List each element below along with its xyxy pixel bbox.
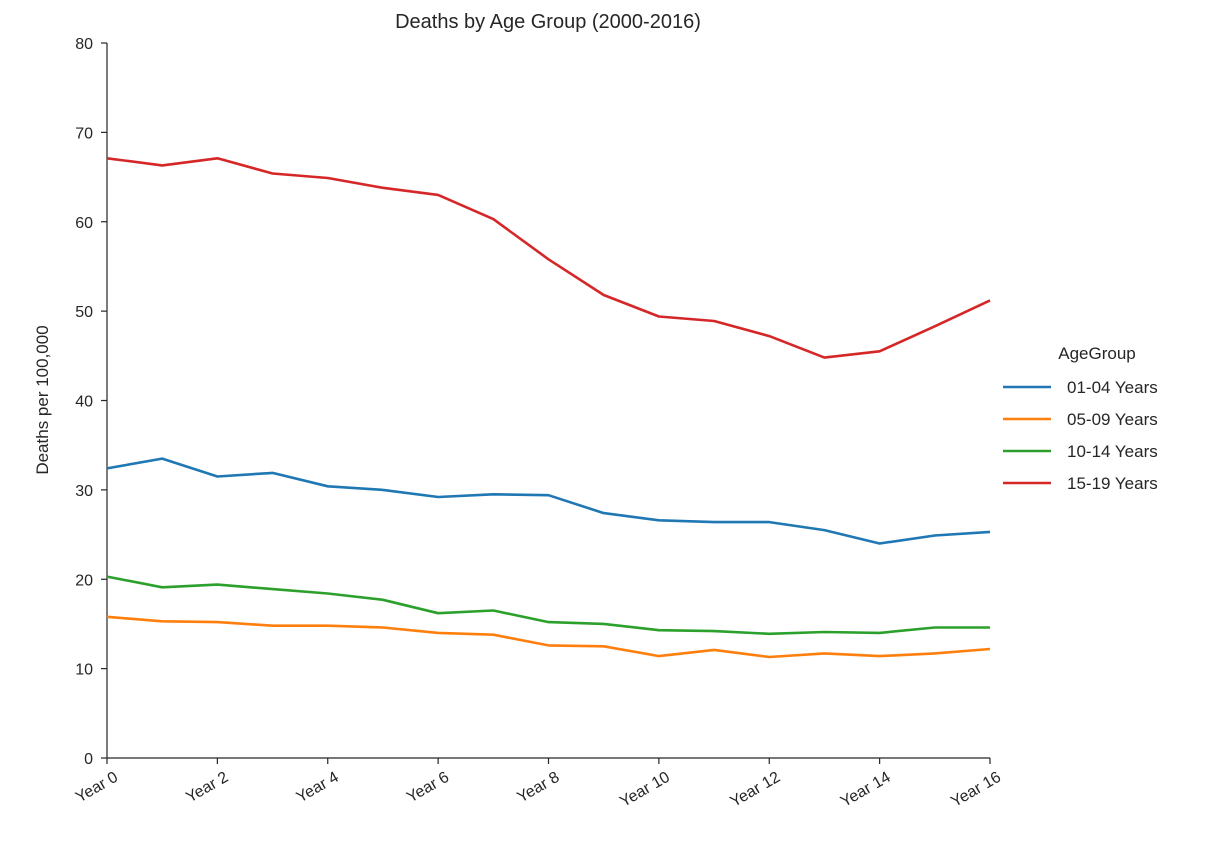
- axes: [106, 43, 990, 759]
- legend-label: 10-14 Years: [1067, 442, 1158, 461]
- y-ticks: 0 10 20 30 40 50 60 70 80: [75, 36, 107, 768]
- x-tick-label: Year 14: [838, 769, 894, 811]
- y-tick-label: 10: [75, 662, 93, 679]
- x-tick-label: Year 0: [73, 769, 121, 807]
- series-line-4: [106, 157, 991, 359]
- y-tick-label: 0: [84, 751, 93, 768]
- x-tick-label: Year 8: [514, 769, 562, 807]
- y-tick-label: 50: [75, 304, 93, 321]
- legend-title: AgeGroup: [1058, 344, 1136, 363]
- legend-label: 01-04 Years: [1067, 378, 1158, 397]
- y-tick-label: 40: [75, 394, 93, 411]
- x-tick-label: Year 10: [617, 769, 673, 811]
- series-line-2: [106, 615, 991, 659]
- series-line-3: [106, 575, 990, 636]
- y-tick-label: 20: [75, 572, 93, 589]
- y-axis-label: Deaths per 100,000: [33, 325, 52, 474]
- chart-title: Deaths by Age Group (2000-2016): [395, 11, 701, 33]
- x-tick-label: Year 16: [948, 769, 1004, 811]
- x-tick-label: Year 6: [404, 769, 452, 807]
- x-ticks: Year 0 Year 2 Year 4 Year 6 Year 8 Year 10 Yea…: [73, 758, 1004, 811]
- x-tick-label: Year 4: [294, 769, 342, 807]
- legend-items: 01-04 Years 05-09 Years 10-14 Years 15-19 Y…: [1003, 378, 1158, 493]
- legend-label: 05-09 Years: [1067, 410, 1158, 429]
- legend: AgeGroup 01-04 Years 05-09 Years 10-14 Yea…: [1003, 344, 1158, 493]
- y-tick-label: 70: [75, 125, 93, 142]
- x-tick-label: Year 12: [727, 769, 783, 811]
- y-tick-label: 60: [75, 215, 93, 232]
- x-tick-label: Year 2: [183, 769, 231, 807]
- legend-label: 15-19 Years: [1067, 474, 1158, 493]
- y-tick-label: 30: [75, 483, 93, 500]
- series-lines: [106, 157, 991, 659]
- y-tick-label: 80: [75, 36, 93, 53]
- series-line-1: [106, 457, 991, 545]
